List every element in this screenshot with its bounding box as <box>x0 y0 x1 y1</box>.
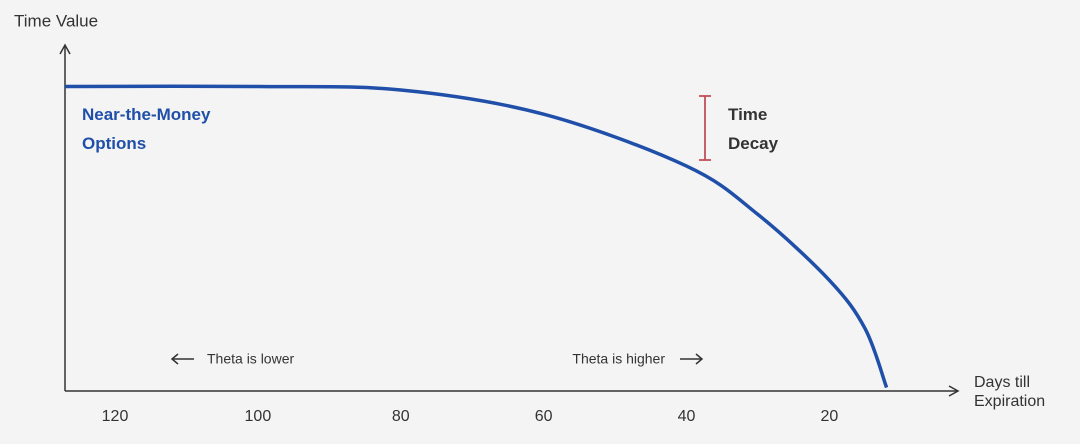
x-tick-label: 120 <box>102 408 129 425</box>
theta-lower-arrow <box>170 353 194 365</box>
time-decay-bracket <box>699 95 711 161</box>
series-line <box>64 84 889 389</box>
y-axis-arrow <box>59 43 71 55</box>
series-label: Near-the-Money Options <box>82 105 211 153</box>
x-tick-label: 60 <box>535 408 553 425</box>
x-axis-label: Days till Expiration <box>974 374 1046 411</box>
annotation: Time Decay <box>728 105 779 153</box>
y-axis-label: Time Value <box>14 11 98 30</box>
x-axis-arrow <box>948 385 960 397</box>
x-tick-label: 100 <box>245 408 272 425</box>
theta-higher-arrow <box>680 353 704 365</box>
x-tick-label: 80 <box>392 408 410 425</box>
annotation: Theta is lower <box>207 351 294 367</box>
annotation: Theta is higher <box>572 351 665 367</box>
x-tick-label: 40 <box>678 408 696 425</box>
x-tick-label: 20 <box>821 408 839 425</box>
axes <box>59 43 960 397</box>
